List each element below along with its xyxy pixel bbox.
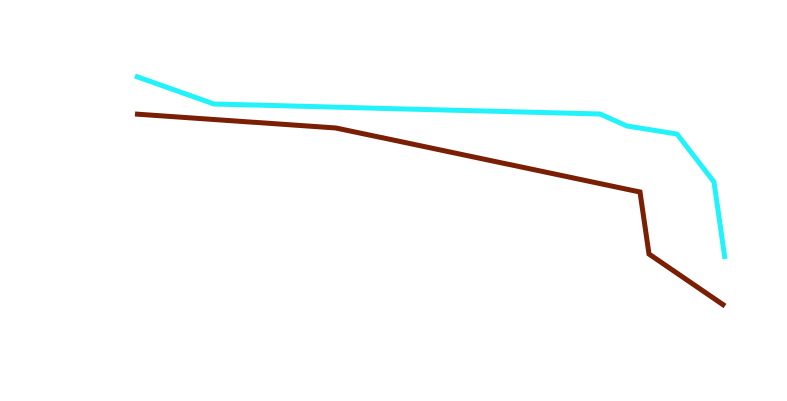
line-series — [134, 73, 728, 260]
line-series — [134, 111, 727, 309]
